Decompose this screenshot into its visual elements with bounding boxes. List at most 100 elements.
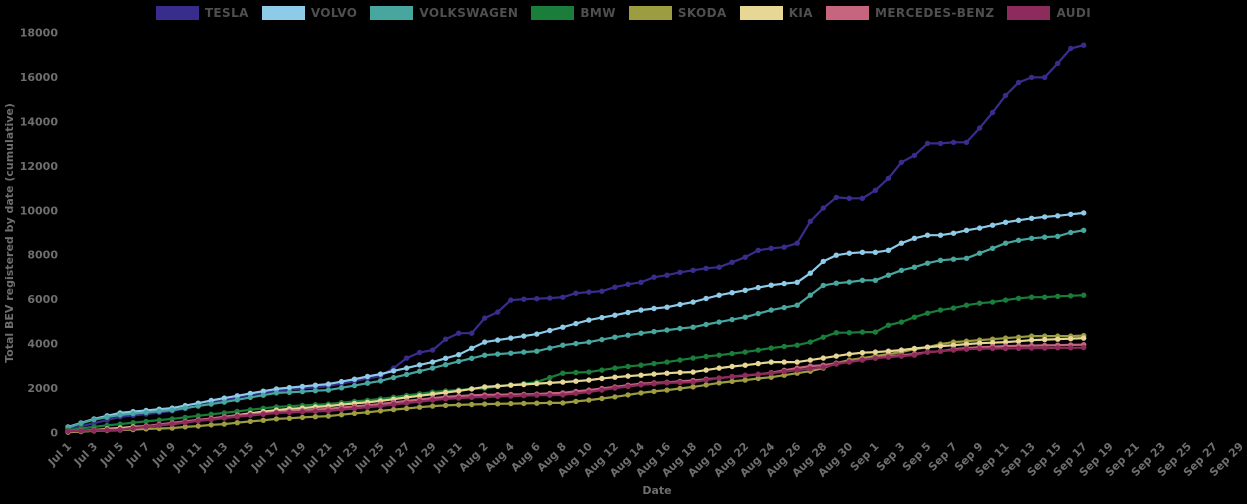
marker-audi bbox=[573, 390, 579, 397]
marker-volvo bbox=[703, 295, 709, 302]
marker-kia bbox=[716, 365, 722, 371]
marker-volvo bbox=[456, 352, 462, 358]
marker-volvo bbox=[937, 232, 944, 238]
marker-audi bbox=[911, 352, 918, 358]
marker-volvo bbox=[351, 376, 358, 382]
x-tick-jul-13: Jul 13 bbox=[196, 440, 231, 475]
marker-volvo bbox=[1015, 217, 1022, 223]
series-audi bbox=[65, 344, 1087, 435]
marker-audi bbox=[1081, 344, 1087, 351]
marker-skoda bbox=[560, 400, 566, 406]
marker-audi bbox=[65, 428, 71, 435]
marker-kia bbox=[781, 359, 787, 365]
marker-volvo bbox=[495, 337, 501, 343]
marker-kia bbox=[495, 383, 501, 389]
marker-volvo bbox=[599, 314, 605, 321]
y-tick-12000: 12000 bbox=[20, 160, 59, 173]
marker-tesla bbox=[677, 269, 683, 275]
marker-volkswagen bbox=[377, 378, 384, 384]
marker-skoda bbox=[599, 395, 605, 402]
marker-skoda bbox=[260, 417, 266, 423]
marker-volvo bbox=[742, 287, 748, 293]
marker-bmw bbox=[1015, 295, 1022, 301]
marker-volkswagen bbox=[820, 282, 826, 289]
series-bmw bbox=[65, 292, 1087, 433]
series-volkswagen bbox=[65, 227, 1087, 431]
marker-audi bbox=[495, 393, 501, 400]
marker-volvo bbox=[950, 230, 957, 236]
marker-audi bbox=[130, 425, 136, 431]
marker-skoda bbox=[573, 398, 579, 405]
marker-volkswagen bbox=[469, 355, 475, 361]
marker-volkswagen bbox=[885, 272, 892, 278]
marker-kia bbox=[703, 367, 709, 373]
y-tick-18000: 18000 bbox=[20, 27, 59, 40]
marker-tesla bbox=[1015, 79, 1022, 86]
marker-tesla bbox=[625, 281, 631, 287]
marker-audi bbox=[937, 348, 944, 354]
marker-volkswagen bbox=[586, 339, 592, 345]
marker-volkswagen bbox=[924, 260, 931, 266]
marker-skoda bbox=[299, 414, 306, 421]
x-tick-jul-7: Jul 7 bbox=[123, 440, 152, 469]
marker-audi bbox=[898, 353, 905, 359]
marker-audi bbox=[416, 398, 423, 405]
marker-volvo bbox=[768, 282, 774, 288]
marker-kia bbox=[924, 344, 931, 350]
marker-volvo bbox=[976, 225, 983, 231]
marker-tesla bbox=[703, 265, 709, 271]
marker-kia bbox=[976, 340, 983, 346]
legend-swatch-mercedes-benz bbox=[825, 6, 869, 20]
marker-volvo bbox=[260, 388, 266, 394]
marker-volkswagen bbox=[898, 267, 905, 273]
marker-volvo bbox=[416, 362, 423, 368]
marker-skoda bbox=[534, 400, 540, 406]
marker-skoda bbox=[364, 409, 371, 415]
marker-kia bbox=[833, 353, 839, 359]
marker-bmw bbox=[911, 314, 918, 320]
marker-volkswagen bbox=[351, 382, 358, 389]
marker-volkswagen bbox=[156, 408, 162, 414]
marker-volkswagen bbox=[534, 348, 540, 354]
marker-bmw bbox=[599, 367, 605, 373]
marker-kia bbox=[872, 349, 879, 355]
marker-volvo bbox=[898, 240, 905, 246]
legend-swatch-audi bbox=[1007, 6, 1051, 20]
x-tick-sep-5: Sep 5 bbox=[900, 440, 934, 474]
legend-item-volvo: VOLVO bbox=[261, 6, 358, 20]
marker-audi bbox=[91, 427, 97, 434]
marker-kia bbox=[651, 371, 657, 377]
marker-volkswagen bbox=[833, 280, 839, 286]
marker-audi bbox=[1002, 345, 1009, 352]
marker-audi bbox=[208, 416, 214, 423]
marker-volkswagen bbox=[911, 264, 918, 270]
marker-bmw bbox=[1068, 293, 1074, 299]
marker-kia bbox=[989, 340, 996, 346]
marker-volvo bbox=[755, 284, 761, 291]
marker-volvo bbox=[364, 373, 371, 380]
marker-volvo bbox=[338, 378, 345, 385]
marker-tesla bbox=[989, 109, 996, 116]
marker-tesla bbox=[911, 152, 918, 159]
marker-audi bbox=[234, 414, 240, 420]
marker-audi bbox=[78, 428, 84, 434]
legend-label-mercedes-benz: MERCEDES-BENZ bbox=[874, 6, 995, 20]
series-mercedes-benz bbox=[65, 342, 1087, 434]
marker-kia bbox=[508, 382, 514, 388]
marker-volvo bbox=[807, 270, 813, 276]
marker-skoda bbox=[703, 382, 709, 388]
marker-tesla bbox=[1002, 92, 1009, 99]
marker-audi bbox=[195, 418, 201, 424]
marker-skoda bbox=[586, 397, 592, 403]
x-tick-jul-3: Jul 3 bbox=[71, 440, 100, 469]
marker-bmw bbox=[664, 359, 670, 365]
marker-audi bbox=[260, 411, 266, 417]
marker-skoda bbox=[312, 414, 319, 420]
marker-audi bbox=[377, 403, 384, 409]
marker-tesla bbox=[599, 288, 605, 294]
marker-skoda bbox=[664, 387, 670, 393]
marker-volvo bbox=[221, 395, 227, 401]
marker-kia bbox=[794, 359, 800, 365]
marker-volkswagen bbox=[664, 327, 670, 333]
marker-audi bbox=[755, 371, 761, 377]
